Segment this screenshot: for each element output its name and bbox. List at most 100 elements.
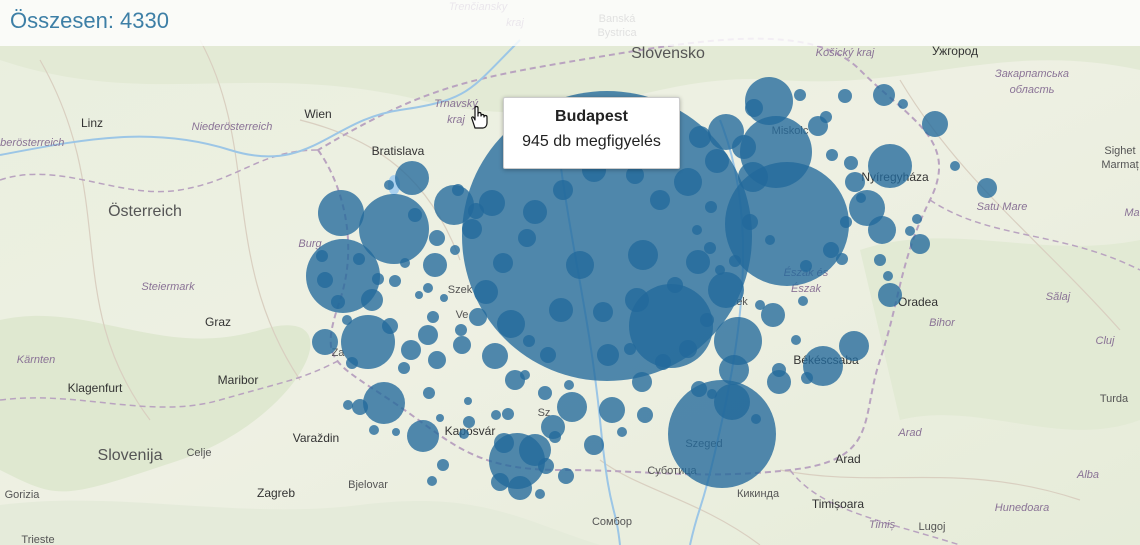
observation-bubble[interactable] <box>868 216 896 244</box>
observation-bubble[interactable] <box>692 225 702 235</box>
observation-bubble[interactable] <box>518 229 536 247</box>
observation-bubble[interactable] <box>342 315 352 325</box>
observation-bubble[interactable] <box>836 253 848 265</box>
observation-bubble[interactable] <box>482 343 508 369</box>
observation-bubble[interactable] <box>874 254 886 266</box>
observation-bubble[interactable] <box>523 335 535 347</box>
observation-bubble[interactable] <box>434 185 474 225</box>
observation-bubble[interactable] <box>738 162 768 192</box>
observation-bubble[interactable] <box>820 111 832 123</box>
observation-bubble[interactable] <box>352 399 368 415</box>
observation-bubble[interactable] <box>384 180 394 190</box>
observation-bubble[interactable] <box>597 344 619 366</box>
observation-bubble[interactable] <box>318 190 364 236</box>
observation-bubble[interactable] <box>844 156 858 170</box>
observation-bubble[interactable] <box>742 214 758 230</box>
observation-bubble[interactable] <box>502 408 514 420</box>
observation-bubble[interactable] <box>765 235 775 245</box>
observation-bubble[interactable] <box>440 294 448 302</box>
observation-bubble[interactable] <box>549 431 561 443</box>
observation-bubble[interactable] <box>761 303 785 327</box>
observation-bubble[interactable] <box>331 295 345 309</box>
observation-bubble[interactable] <box>363 382 405 424</box>
observation-bubble[interactable] <box>369 425 379 435</box>
observation-bubble[interactable] <box>389 275 401 287</box>
observation-bubble[interactable] <box>838 89 852 103</box>
observation-bubble[interactable] <box>840 216 852 228</box>
observation-bubble[interactable] <box>415 291 423 299</box>
observation-bubble[interactable] <box>468 203 484 219</box>
observation-bubble[interactable] <box>912 214 922 224</box>
observation-bubble[interactable] <box>856 193 866 203</box>
observation-bubble[interactable] <box>343 400 353 410</box>
observation-bubble[interactable] <box>400 258 410 268</box>
observation-bubble[interactable] <box>464 397 472 405</box>
observation-bubble[interactable] <box>508 476 532 500</box>
observation-bubble[interactable] <box>520 370 530 380</box>
observation-bubble[interactable] <box>382 318 398 334</box>
observation-bubble[interactable] <box>535 489 545 499</box>
observation-bubble[interactable] <box>553 180 573 200</box>
observation-bubble[interactable] <box>584 435 604 455</box>
observation-bubble[interactable] <box>418 325 438 345</box>
observation-bubble[interactable] <box>428 351 446 369</box>
observation-bubble[interactable] <box>423 283 433 293</box>
observation-bubble[interactable] <box>494 433 514 453</box>
observation-bubble[interactable] <box>910 234 930 254</box>
observation-bubble[interactable] <box>540 347 556 363</box>
observation-bubble[interactable] <box>868 144 912 188</box>
observation-bubble[interactable] <box>429 230 445 246</box>
observation-bubble[interactable] <box>708 272 744 308</box>
observation-bubble[interactable] <box>826 149 838 161</box>
observation-bubble[interactable] <box>455 324 467 336</box>
observation-bubble[interactable] <box>704 242 716 254</box>
observation-bubble[interactable] <box>469 308 487 326</box>
observation-bubble[interactable] <box>398 362 410 374</box>
observation-bubble[interactable] <box>679 340 697 358</box>
observation-bubble[interactable] <box>800 260 812 272</box>
observation-bubble[interactable] <box>626 166 644 184</box>
observation-bubble[interactable] <box>423 387 435 399</box>
observation-bubble[interactable] <box>873 84 895 106</box>
observation-bubble[interactable] <box>751 414 761 424</box>
observation-bubble[interactable] <box>436 414 444 422</box>
observation-bubble[interactable] <box>317 272 333 288</box>
observation-bubble[interactable] <box>401 340 421 360</box>
observation-bubble[interactable] <box>922 111 948 137</box>
observation-bubble[interactable] <box>599 397 625 423</box>
observation-bubble[interactable] <box>557 392 587 422</box>
observation-bubble[interactable] <box>450 245 460 255</box>
observation-bubble[interactable] <box>798 296 808 306</box>
observation-bubble[interactable] <box>538 458 554 474</box>
observation-bubble[interactable] <box>566 251 594 279</box>
observation-bubble[interactable] <box>803 346 843 386</box>
observation-bubble[interactable] <box>452 184 464 196</box>
observation-bubble[interactable] <box>408 208 422 222</box>
observation-bubble[interactable] <box>950 161 960 171</box>
observation-bubble[interactable] <box>637 407 653 423</box>
observation-bubble[interactable] <box>491 473 509 491</box>
observation-bubble[interactable] <box>823 242 839 258</box>
observation-bubble[interactable] <box>650 190 670 210</box>
observation-bubble[interactable] <box>755 300 765 310</box>
observation-bubble[interactable] <box>453 336 471 354</box>
observation-bubble[interactable] <box>839 331 869 361</box>
observation-bubble[interactable] <box>479 190 505 216</box>
observation-bubble[interactable] <box>667 277 683 293</box>
observation-bubble[interactable] <box>395 161 429 195</box>
observation-bubble[interactable] <box>316 250 328 262</box>
observation-bubble[interactable] <box>732 135 756 159</box>
observation-bubble[interactable] <box>437 459 449 471</box>
observation-bubble[interactable] <box>474 280 498 304</box>
observation-bubble[interactable] <box>898 99 908 109</box>
observation-bubble[interactable] <box>519 434 551 466</box>
observation-bubble[interactable] <box>689 126 711 148</box>
observation-bubble[interactable] <box>883 271 893 281</box>
observation-bubble[interactable] <box>491 410 501 420</box>
observation-bubble[interactable] <box>625 288 649 312</box>
observation-bubble[interactable] <box>878 283 902 307</box>
observation-bubble[interactable] <box>346 357 358 369</box>
observation-bubble[interactable] <box>714 384 750 420</box>
observation-bubble[interactable] <box>538 386 552 400</box>
observation-bubble[interactable] <box>312 329 338 355</box>
